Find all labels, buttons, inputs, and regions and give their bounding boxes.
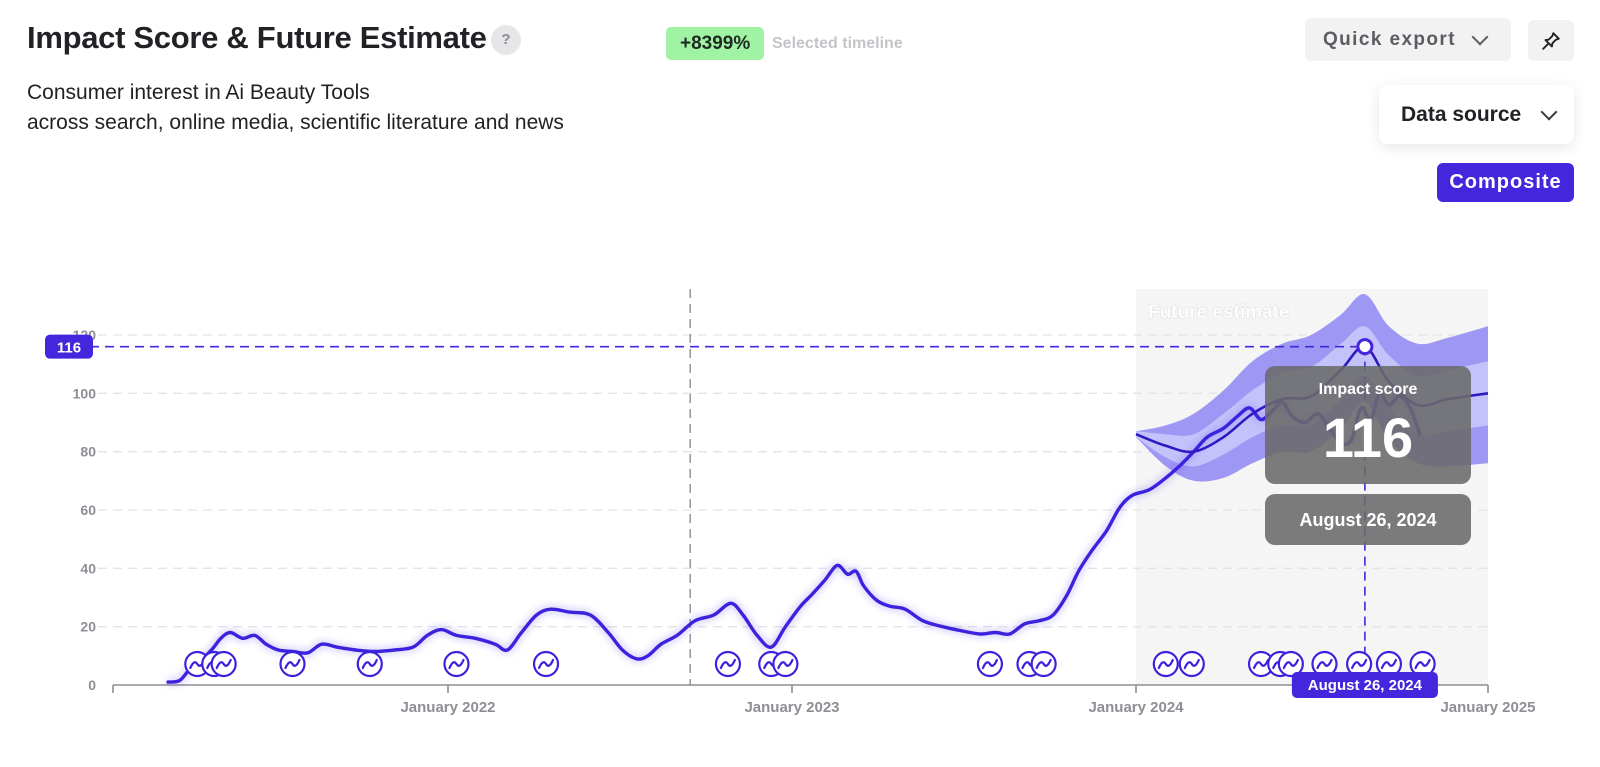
event-marker-icon: [1409, 650, 1436, 678]
event-marker-icon: [356, 650, 383, 678]
quick-export-label: Quick export: [1323, 28, 1456, 50]
event-marker-wave: [1035, 658, 1052, 670]
event-marker-wave: [777, 658, 794, 670]
event-marker-wave: [1183, 658, 1200, 670]
event-marker-wave: [981, 658, 999, 670]
event-marker-icon: [1247, 650, 1275, 678]
event-marker-wave: [1316, 658, 1333, 670]
data-source-label: Data source: [1401, 102, 1522, 126]
growth-badge: +8399%: [666, 27, 765, 60]
x-tick-label: January 2024: [1088, 699, 1184, 716]
tooltip-title: Impact score: [1319, 381, 1418, 398]
event-marker-icon: [772, 650, 799, 678]
date-badge-label: August 26, 2024: [1308, 677, 1423, 694]
subtitle-line-1: Consumer interest in Ai Beauty Tools: [27, 81, 370, 104]
subtitle-line-2: across search, online media, scientific …: [27, 111, 564, 134]
chart-subtitle: Consumer interest in Ai Beauty Tools acr…: [27, 78, 564, 138]
event-marker-icon: [976, 650, 1004, 678]
value-badge-bg: [45, 334, 93, 359]
event-marker-icon: [1030, 650, 1057, 678]
forecast-label: Future estimate: [1148, 302, 1289, 323]
event-marker-icon: [1277, 650, 1304, 678]
event-marker-wave: [1414, 658, 1431, 670]
event-marker-icon: [1152, 650, 1179, 678]
event-marker-wave: [537, 658, 555, 670]
pin-button[interactable]: [1528, 20, 1574, 61]
event-marker-wave: [215, 658, 232, 670]
event-marker-wave: [1380, 658, 1398, 670]
event-marker-icon: [714, 650, 742, 678]
value-badge-label: 116: [57, 340, 81, 357]
selected-timeline-label: Selected timeline: [772, 35, 903, 52]
date-badge: August 26, 2024: [1291, 672, 1438, 698]
event-marker-icon: [443, 650, 470, 678]
x-tick-label: January 2023: [744, 699, 839, 716]
y-tick-label: 40: [80, 560, 96, 576]
event-marker-icon: [1375, 650, 1403, 678]
event-marker-wave: [1157, 658, 1174, 670]
event-marker-wave: [1351, 658, 1368, 670]
page-title: Impact Score & Future Estimate: [27, 20, 487, 55]
event-marker-icon: [279, 650, 306, 678]
event-marker-icon: [532, 650, 560, 678]
event-marker-icon: [210, 650, 237, 678]
tooltip-card: [1265, 366, 1471, 484]
date-badge-bg: [1291, 672, 1438, 698]
history-line: [166, 391, 1422, 684]
x-tick-label: January 2022: [400, 699, 495, 716]
event-marker-wave: [284, 658, 301, 670]
y-tick-label: 100: [73, 385, 97, 401]
event-marker-wave: [1252, 658, 1270, 670]
event-marker-wave: [361, 658, 378, 670]
pin-icon: [1542, 31, 1560, 50]
help-icon[interactable]: ?: [491, 25, 521, 55]
tooltip: Impact score 116 August 26, 2024: [1265, 366, 1471, 545]
quick-export-button[interactable]: Quick export: [1305, 18, 1511, 61]
tooltip-date: August 26, 2024: [1299, 510, 1436, 530]
y-tick-label: 80: [80, 444, 96, 460]
value-badge: 116: [45, 334, 93, 359]
selected-point: [1356, 338, 1374, 356]
y-tick-label: 60: [80, 502, 96, 518]
event-marker-wave: [1282, 658, 1299, 670]
y-tick-label: 20: [80, 619, 96, 635]
tooltip-value: 116: [1323, 406, 1413, 469]
event-marker-wave: [719, 658, 737, 670]
y-tick-label: 0: [88, 677, 96, 693]
x-tick-label: January 2025: [1440, 699, 1535, 716]
tooltip-date-card: [1265, 494, 1471, 545]
event-marker-wave: [448, 658, 465, 670]
composite-button[interactable]: Composite: [1437, 163, 1574, 202]
event-marker-icon: [1311, 650, 1338, 678]
data-source-dropdown[interactable]: Data source: [1379, 85, 1574, 144]
event-marker-icon: [1178, 650, 1205, 678]
